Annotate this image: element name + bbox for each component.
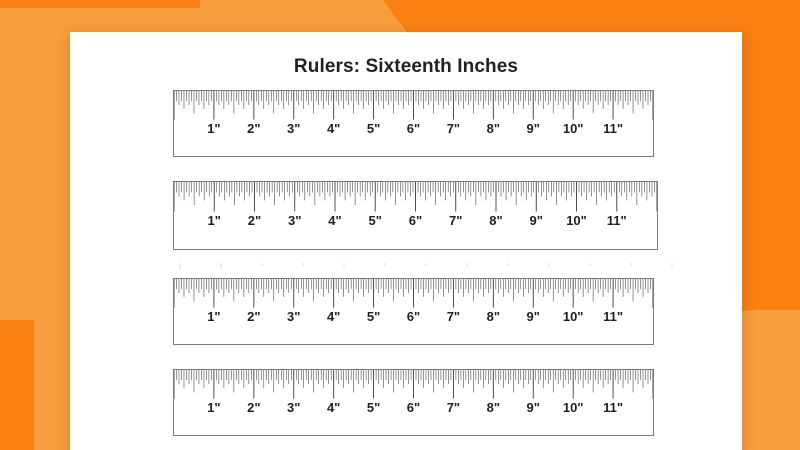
ruler-2-label-3: 3" xyxy=(288,212,302,228)
orange-top-left-band xyxy=(0,0,200,8)
tick-marks xyxy=(174,91,653,120)
ruler-face xyxy=(174,182,657,249)
ruler-2-label-9: 9" xyxy=(529,212,543,228)
ruler-3-label-1: 1" xyxy=(207,308,221,324)
ruler-4-label-11: 11" xyxy=(603,399,624,415)
ruler-1-label-11: 11" xyxy=(603,120,624,136)
ruler-1-label-3: 3" xyxy=(287,120,301,136)
ruler-face xyxy=(174,91,653,156)
ruler-3-label-3: 3" xyxy=(287,308,301,324)
tick-marks xyxy=(174,370,653,399)
orange-bottom-left-band xyxy=(0,320,34,450)
ruler-face xyxy=(174,370,653,435)
ruler-4-label-6: 6" xyxy=(406,399,421,415)
stray-tick-row xyxy=(70,260,742,272)
ruler-3-label-11: 11" xyxy=(603,308,624,324)
ruler-4-label-5: 5" xyxy=(366,399,381,415)
ruler-1-label-5: 5" xyxy=(366,120,381,136)
ruler-4-label-1: 1" xyxy=(207,399,221,415)
ruler-3-label-10: 10" xyxy=(562,308,584,324)
ruler-2-label-1: 1" xyxy=(207,212,221,228)
ruler-face xyxy=(174,279,653,344)
ruler-2-label-4: 4" xyxy=(328,212,342,228)
ruler-2: 1" 2" 3" 4" 5" 6" 7" 8" 9" 10" 11" xyxy=(173,181,658,250)
tick-marks xyxy=(174,182,657,211)
ruler-4-label-7: 7" xyxy=(446,399,461,415)
ruler-1-label-1: 1" xyxy=(207,120,221,136)
tick-marks xyxy=(174,279,653,308)
ruler-4-label-4: 4" xyxy=(326,399,341,415)
ruler-2-label-8: 8" xyxy=(489,212,503,228)
ruler-2-label-5: 5" xyxy=(368,212,382,228)
ruler-4-label-2: 2" xyxy=(247,399,261,415)
ruler-3-label-8: 8" xyxy=(486,308,501,324)
ruler-4: 1" 2" 3" 4" 5" 6" 7" 8" 9" 10" 11" xyxy=(173,369,654,436)
ruler-2-label-2: 2" xyxy=(247,212,262,228)
ruler-1-label-9: 9" xyxy=(526,120,540,136)
ruler-1-label-7: 7" xyxy=(446,120,461,136)
ruler-2-label-7: 7" xyxy=(449,212,463,228)
ruler-3-label-4: 4" xyxy=(326,308,341,324)
worksheet-sheet: Rulers: Sixteenth Inches 1" 2" 3" 4" 5" 6" 7" 8… xyxy=(70,32,742,450)
ruler-4-label-9: 9" xyxy=(526,399,540,415)
ruler-3-label-6: 6" xyxy=(406,308,421,324)
ruler-1-label-2: 2" xyxy=(247,120,261,136)
ruler-4-label-10: 10" xyxy=(562,399,584,415)
ruler-4-label-3: 3" xyxy=(287,399,301,415)
ruler-1-label-6: 6" xyxy=(406,120,421,136)
rulers-container: 1" 2" 3" 4" 5" 6" 7" 8" 9" 10" 11" 1" 2" 3" 4" 5" 6" 7" 8"… xyxy=(70,32,742,450)
ruler-1: 1" 2" 3" 4" 5" 6" 7" 8" 9" 10" 11" xyxy=(173,90,654,157)
ruler-2-label-10: 10" xyxy=(566,212,587,228)
ruler-1-label-4: 4" xyxy=(326,120,341,136)
ruler-3: 1" 2" 3" 4" 5" 6" 7" 8" 9" 10" 11" xyxy=(173,278,654,345)
ruler-2-label-11: 11" xyxy=(606,212,627,228)
ruler-1-label-10: 10" xyxy=(562,120,584,136)
ruler-3-label-2: 2" xyxy=(247,308,261,324)
ruler-3-label-7: 7" xyxy=(446,308,461,324)
ruler-3-label-5: 5" xyxy=(366,308,381,324)
stray-ticks-svg xyxy=(179,263,673,270)
ruler-4-label-8: 8" xyxy=(486,399,501,415)
ruler-1-label-8: 8" xyxy=(486,120,501,136)
page-title: Rulers: Sixteenth Inches xyxy=(293,56,519,77)
ruler-2-label-6: 6" xyxy=(408,212,423,228)
ruler-3-label-9: 9" xyxy=(526,308,540,324)
